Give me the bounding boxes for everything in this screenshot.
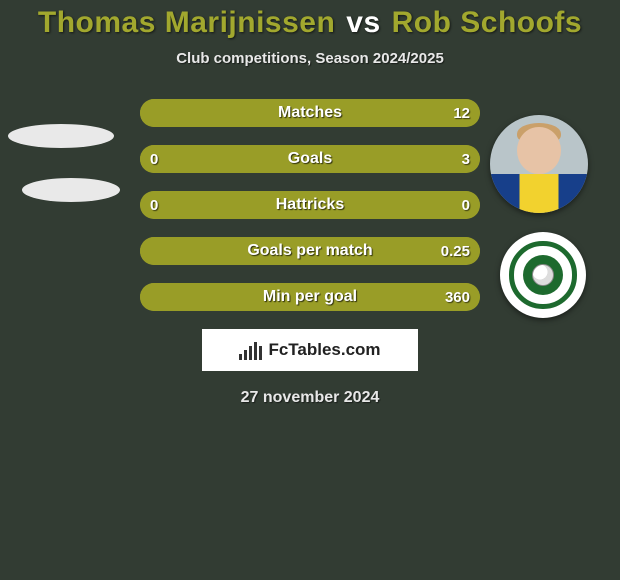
brand-box: FcTables.com xyxy=(202,329,418,371)
brand-text: FcTables.com xyxy=(268,340,380,360)
brand-logo-bar xyxy=(259,346,262,360)
brand-logo-bar xyxy=(244,350,247,360)
brand-logo-icon xyxy=(239,340,262,360)
stat-value-left: 0 xyxy=(150,145,158,173)
avatar-head xyxy=(517,127,560,174)
stat-row: Min per goal360 xyxy=(140,283,480,311)
brand-logo-bar xyxy=(239,354,242,360)
player2-avatar xyxy=(490,115,588,213)
badge-ball-icon xyxy=(532,264,554,286)
stat-label: Matches xyxy=(140,99,480,127)
stat-label: Hattricks xyxy=(140,191,480,219)
stat-value-right: 3 xyxy=(462,145,470,173)
player1-name: Thomas Marijnissen xyxy=(38,6,335,39)
badge-inner xyxy=(523,255,563,295)
stat-value-right: 12 xyxy=(453,99,470,127)
date-line: 27 november 2024 xyxy=(0,389,620,407)
stat-value-left: 0 xyxy=(150,191,158,219)
avatar-jersey xyxy=(490,174,588,213)
stat-row: Goals0 3 xyxy=(140,145,480,173)
stat-label: Goals xyxy=(140,145,480,173)
player2-club-badge xyxy=(500,232,586,318)
brand-logo-bar xyxy=(249,346,252,360)
player2-name: Rob Schoofs xyxy=(392,6,583,39)
stat-value-right: 360 xyxy=(445,283,470,311)
player1-avatar-placeholder xyxy=(8,124,114,148)
badge-ring xyxy=(509,241,576,308)
stat-label: Goals per match xyxy=(140,237,480,265)
comparison-title: Thomas Marijnissen vs Rob Schoofs xyxy=(0,0,620,40)
stat-value-right: 0 xyxy=(462,191,470,219)
stat-row: Matches12 xyxy=(140,99,480,127)
brand-logo-bar xyxy=(254,342,257,360)
stat-label: Min per goal xyxy=(140,283,480,311)
title-vs: vs xyxy=(346,6,380,39)
player1-club-placeholder xyxy=(22,178,120,202)
subtitle: Club competitions, Season 2024/2025 xyxy=(0,50,620,67)
stat-row: Hattricks0 0 xyxy=(140,191,480,219)
stat-value-right: 0.25 xyxy=(441,237,470,265)
stat-row: Goals per match0.25 xyxy=(140,237,480,265)
stat-bars: Matches12Goals03Hattricks00Goals per mat… xyxy=(140,99,480,311)
